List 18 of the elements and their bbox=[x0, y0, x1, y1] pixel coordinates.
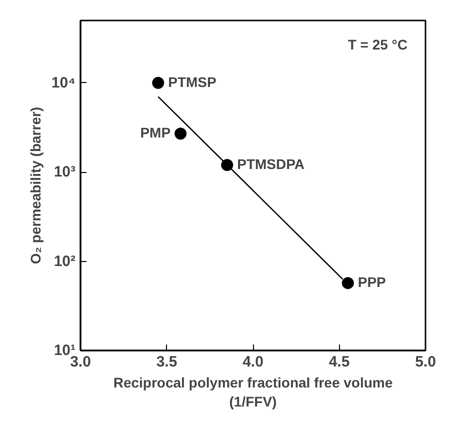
x-tick-label: 4.5 bbox=[328, 354, 350, 370]
y-tick-label: 10³ bbox=[54, 164, 76, 181]
y-axis-title: O₂ permeability (barrer) bbox=[27, 106, 44, 264]
annotation: PMP bbox=[140, 124, 171, 141]
x-tick-label: 3.5 bbox=[156, 354, 178, 370]
x-tick-label: 3.0 bbox=[70, 354, 91, 370]
x-axis-title: Reciprocal polymer fractional free volume (1/FFV) bbox=[113, 374, 393, 410]
annotation: PTMSP bbox=[168, 74, 216, 90]
y-tick-label: 10² bbox=[54, 252, 76, 270]
point bbox=[174, 128, 187, 140]
y-tick-label: 10⁴ bbox=[51, 74, 76, 92]
point bbox=[342, 277, 354, 290]
annotation: T = 25 °C bbox=[348, 36, 408, 52]
x-tick-label: 4.0 bbox=[242, 354, 264, 370]
x-tick-label: 5.0 bbox=[415, 354, 436, 370]
annotation: PPP bbox=[358, 274, 386, 290]
point bbox=[152, 76, 164, 89]
annotation: PTMSDPA bbox=[237, 156, 305, 172]
